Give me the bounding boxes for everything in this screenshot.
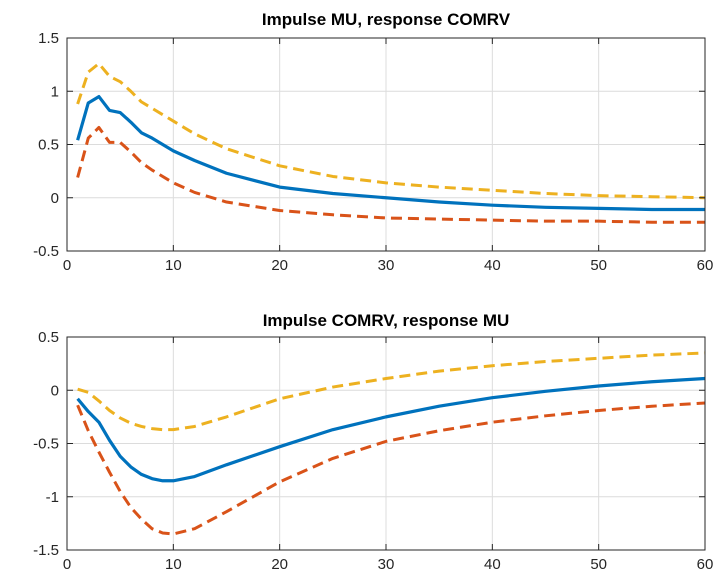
series-line-top-0 [76,94,705,212]
y-tick-label-bottom: 0 [51,382,59,399]
x-tick-label-top: 10 [165,257,182,274]
ticks-bottom: 0 10 20 30 40 50 60 -1.5 -1 -0.5 0 0.5 [33,329,713,573]
x-tick-label-top: 20 [271,257,288,274]
panel-top: Impulse MU, response COMRV 0 10 20 30 40 50 60… [33,10,713,274]
x-tick-label-bottom: 60 [697,556,714,573]
series-group-bottom [76,351,706,536]
y-tick-label-bottom: -1 [46,489,59,506]
y-tick-label-top: 0 [51,190,59,207]
y-tick-label-bottom: 0.5 [38,329,59,346]
y-tick-label-top: 0.5 [38,137,59,154]
y-tick-label-top: -0.5 [33,243,59,260]
ticks-top: 0 10 20 30 40 50 60-0.500.511.5 [33,30,713,274]
series-line-bottom-1 [77,351,706,432]
x-tick-label-top: 60 [697,257,714,274]
x-tick-label-bottom: 40 [484,556,501,573]
series-line-top-2 [76,125,705,224]
x-tick-label-bottom: 0 [63,556,71,573]
series-line-bottom-2 [76,401,706,536]
series-group-top [76,62,706,224]
y-tick-label-top: 1.5 [38,30,59,47]
y-tick-label-top: 1 [51,83,59,100]
y-tick-label-bottom: -0.5 [33,436,59,453]
chart-title-top: Impulse MU, response COMRV [262,10,511,29]
y-tick-label-bottom: -1.5 [33,542,59,559]
x-tick-label-bottom: 10 [165,556,182,573]
grid-bottom [66,336,706,551]
series-line-bottom-0 [76,376,706,483]
panel-bottom: Impulse COMRV, response MU 0 10 20 30 40 50 60… [33,311,713,573]
x-tick-label-bottom: 20 [271,556,288,573]
x-tick-label-top: 50 [590,257,607,274]
x-tick-label-top: 40 [484,257,501,274]
x-tick-label-bottom: 50 [590,556,607,573]
x-tick-label-top: 30 [378,257,395,274]
chart-title-bottom: Impulse COMRV, response MU [263,311,510,330]
series-line-top-1 [76,62,706,200]
x-tick-label-bottom: 30 [378,556,395,573]
x-tick-label-top: 0 [63,257,71,274]
